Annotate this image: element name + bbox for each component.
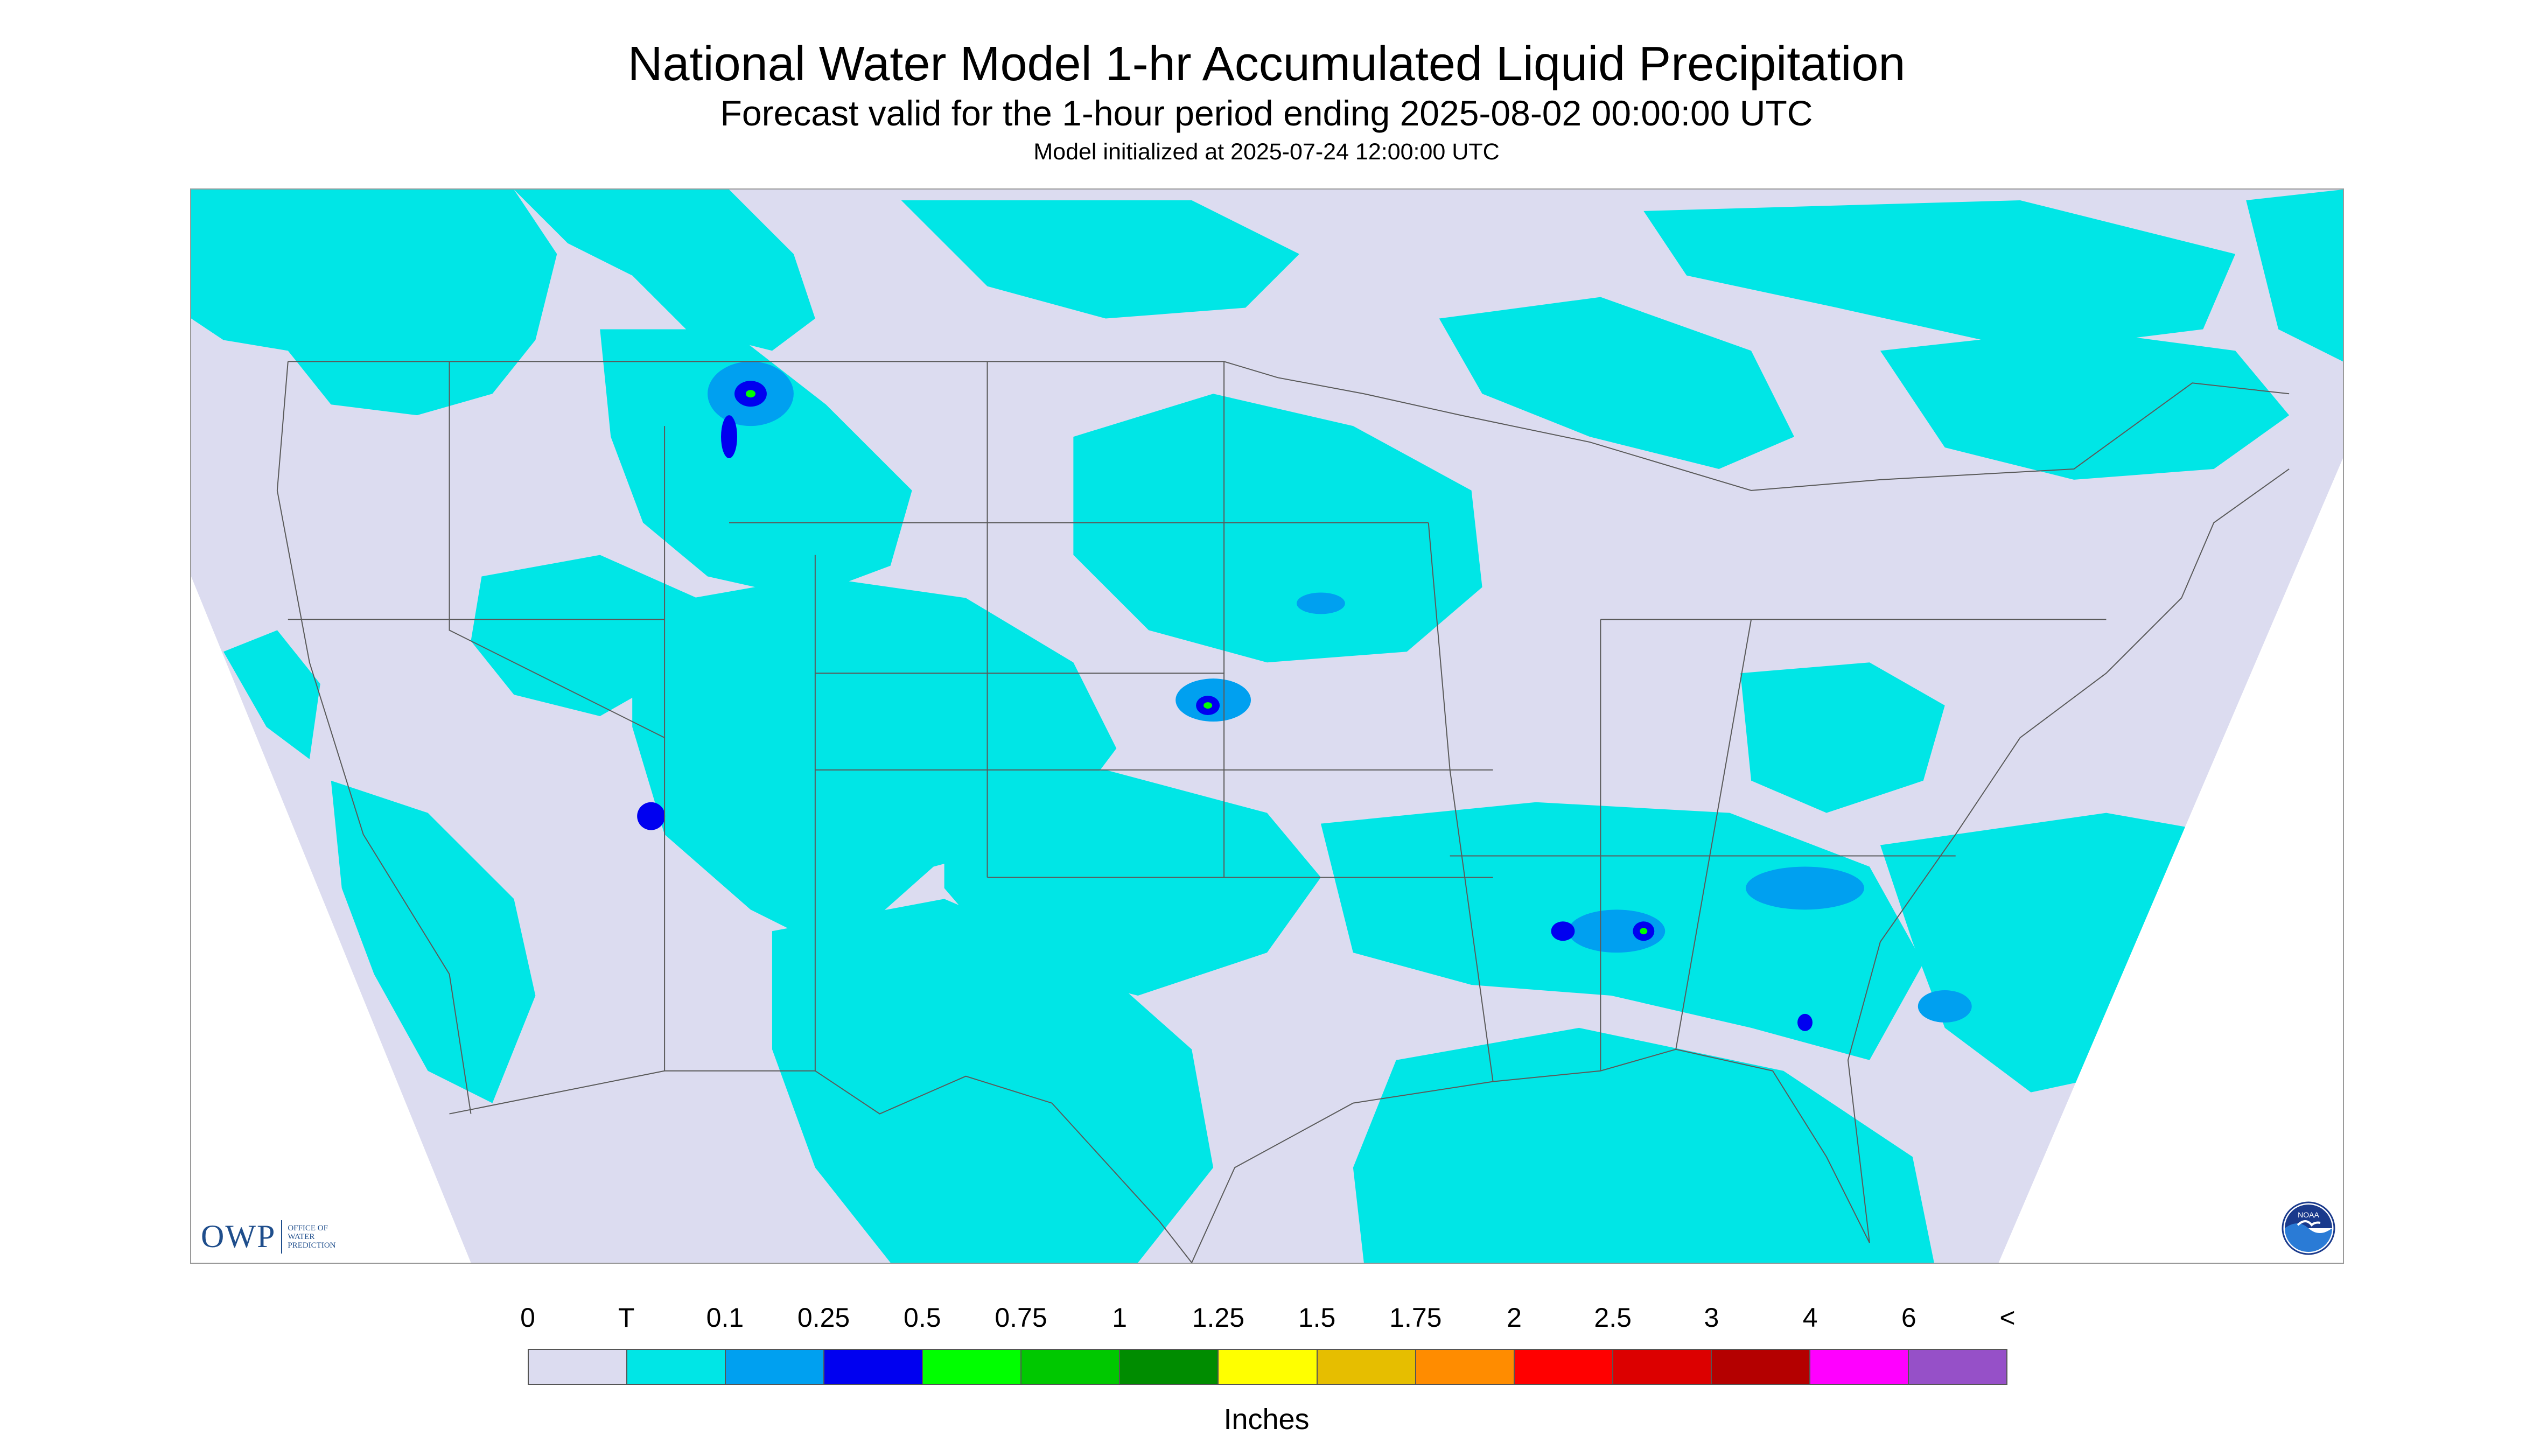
legend-label: 1.75 [1389,1303,1442,1333]
light-precip-cell [1746,866,1864,910]
light-precip-areas [708,361,1972,1023]
legend-label: 3 [1704,1303,1719,1333]
legend-swatch [1908,1350,2006,1384]
mexico-rain [772,899,1214,1263]
legend-label: 0 [520,1303,535,1333]
heavy-precip-cell [1640,928,1648,935]
precipitation-map: OWP OFFICE OF WATER PREDICTION NOAA [190,188,2344,1264]
legend-swatch [1810,1350,1909,1384]
central-plains-rain [1073,394,1482,663]
new-england-rain [1880,329,2290,480]
map-title: National Water Model 1-hr Accumulated Li… [627,37,1906,91]
legend-swatch [1021,1350,1121,1384]
pacific-coast-rain [223,630,320,759]
baja-rain [331,780,536,1103]
heavy-precip-areas [745,390,1648,935]
heavy-precip-cell [1203,702,1213,709]
legend-swatch [627,1350,726,1384]
moderate-precip-cell [721,415,737,458]
legend-swatch [726,1350,825,1384]
atlantic-coast-line [1847,468,2290,1243]
legend-color-bar [528,1349,2007,1385]
legend-label: 2.5 [1594,1303,1632,1333]
legend-label: 1.5 [1298,1303,1336,1333]
southwest-rain [632,576,1117,953]
light-precip-cell [1296,592,1345,614]
state-line [449,361,665,738]
owp-logo-divider [281,1220,283,1254]
legend-label: 0.1 [706,1303,744,1333]
canada-border [288,361,2290,491]
noaa-logo: NOAA [2282,1201,2335,1255]
mid-atlantic-rain [1740,662,1945,813]
legend-swatch [1317,1350,1416,1384]
model-init-line: Model initialized at 2025-07-24 12:00:00… [1033,139,1500,165]
legend-label: 6 [1901,1303,1916,1333]
owp-logo: OWP OFFICE OF WATER PREDICTION [201,1218,352,1255]
legend-swatch [1514,1350,1613,1384]
legend-label: 4 [1802,1303,1818,1333]
map-subtitle: Forecast valid for the 1-hour period end… [720,93,1813,133]
legend-swatch [824,1350,923,1384]
legend-label: 1 [1112,1303,1128,1333]
legend-label: 1.25 [1192,1303,1245,1333]
mexico-border [449,1070,1192,1263]
legend-label: 0.75 [995,1303,1047,1333]
legend-label: T [618,1303,635,1333]
western-canada-rain [514,190,815,351]
great-lakes-rain [1439,297,1795,469]
moderate-precip-cell [637,802,666,830]
canada-prairie-rain [901,200,1299,319]
legend-label: 0.5 [904,1303,941,1333]
legend-swatch [1120,1350,1219,1384]
legend-swatch [1613,1350,1712,1384]
gulf-of-mexico-rain [1353,1027,1934,1263]
light-precip-cell [1918,990,1972,1023]
legend-swatch [923,1350,1022,1384]
legend-swatch [529,1350,628,1384]
legend-label: 2 [1507,1303,1522,1333]
legend-label: 0.25 [797,1303,850,1333]
precipitation-map-canvas [191,190,2343,1263]
heavy-precip-cell [745,390,755,398]
owp-logo-letters: OWP [201,1219,276,1254]
legend-swatch [1416,1350,1515,1384]
noaa-logo-wave [2285,1223,2332,1252]
legend-swatch [1711,1350,1810,1384]
moderate-precip-areas [637,381,1813,1031]
west-coast-line [276,361,472,1114]
precipitation-legend: 0 T 0.1 0.25 0.5 0.75 1 1.25 1.5 1.75 2 2.5 3 4 6 < Inc… [0,1292,2533,1454]
legend-swatch [1219,1350,1318,1384]
owp-logo-text: OFFICE OF WATER PREDICTION [288,1223,336,1250]
pacific-northwest-rain [191,190,557,416]
state-boundaries [276,361,2290,1263]
canada-east-rain [2246,190,2343,362]
moderate-precip-cell [1551,921,1575,941]
southern-plains-rain [944,769,1321,996]
moderate-precip-cell [1797,1013,1813,1031]
legend-units-label: Inches [1223,1403,1310,1436]
light-precip-cell [1568,909,1666,953]
state-line [1675,619,1752,1049]
noaa-logo-gull [2297,1220,2321,1227]
quebec-rain [1643,200,2236,351]
northern-rockies-rain [600,329,912,598]
noaa-logo-text: NOAA [2298,1210,2319,1219]
legend-label: < [1999,1303,2016,1333]
state-line [1428,522,1494,1082]
